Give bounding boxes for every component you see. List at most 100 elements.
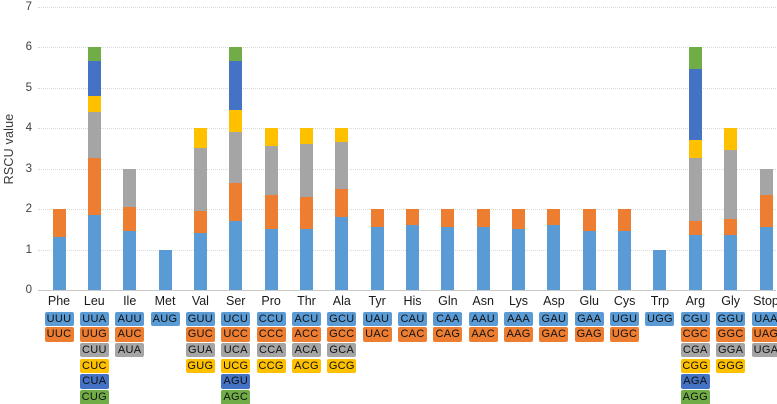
- codon-key-CAC: CAC: [398, 327, 427, 342]
- bar-segment-Thr-ACG: [299, 128, 313, 145]
- bar-segment-Leu-CUU: [87, 111, 101, 159]
- codon-key-GAA: GAA: [574, 311, 604, 326]
- bar-segment-Ala-GCC: [335, 188, 349, 218]
- gridline-y-4: [38, 128, 776, 129]
- bar-segment-Val-GUC: [193, 211, 207, 234]
- codon-key-GAU: GAU: [539, 311, 569, 326]
- bar-segment-Arg-CGC: [688, 221, 702, 236]
- bar-segment-Val-GUG: [193, 128, 207, 149]
- bar-segment-Ser-UCU: [229, 221, 243, 290]
- x-tick-label-His: His: [403, 294, 422, 308]
- bar-segment-Glu-GAA: [582, 231, 596, 290]
- codon-key-CUA: CUA: [79, 374, 109, 389]
- codon-key-UAA: UAA: [751, 311, 777, 326]
- bar-segment-Thr-ACA: [299, 144, 313, 197]
- x-tick-label-Arg: Arg: [685, 294, 706, 308]
- codon-key-AAC: AAC: [468, 327, 498, 342]
- codon-key-CUC: CUC: [79, 358, 109, 374]
- x-tick-label-Ser: Ser: [226, 294, 246, 308]
- codon-key-UUC: UUC: [44, 327, 74, 342]
- codon-key-GCU: GCU: [327, 311, 357, 326]
- codon-key-ACC: ACC: [291, 327, 321, 342]
- codon-key-UCC: UCC: [221, 327, 251, 342]
- gridline-y-3: [38, 168, 776, 170]
- x-tick-label-Gln: Gln: [438, 294, 458, 308]
- codon-key-GUA: GUA: [185, 342, 215, 358]
- codon-key-CGA: CGA: [680, 342, 710, 358]
- codon-key-UCG: UCG: [221, 358, 251, 374]
- codon-key-UGG: UGG: [645, 311, 675, 326]
- bar-segment-Gly-GGG: [724, 128, 738, 151]
- codon-key-CCG: CCG: [256, 358, 286, 374]
- bar-segment-Pro-CCG: [264, 128, 278, 147]
- bar-segment-Gly-GGC: [724, 219, 738, 236]
- x-tick-label-Phe: Phe: [47, 294, 71, 308]
- bar-segment-Phe-UUU: [52, 237, 66, 290]
- bar-segment-His-CAU: [406, 225, 419, 290]
- gridline-y-7: [38, 6, 776, 8]
- bar-segment-Asp-GAU: [547, 225, 561, 290]
- bar-segment-Ser-UCG: [229, 109, 243, 133]
- x-tick-label-Asn: Asn: [472, 294, 494, 308]
- codon-key-UGA: UGA: [751, 342, 777, 358]
- bar-segment-Ser-UCC: [229, 182, 243, 222]
- bar-segment-Ser-UCA: [229, 132, 243, 183]
- bar-segment-Glu-GAG: [582, 209, 596, 232]
- bar-segment-Gln-CAA: [441, 227, 455, 290]
- codon-key-UUA: UUA: [79, 311, 109, 326]
- codon-key-UAU: UAU: [362, 311, 392, 326]
- y-tick-label: 1: [25, 243, 32, 256]
- codon-key-UCU: UCU: [221, 311, 251, 326]
- codon-key-GUC: GUC: [185, 327, 215, 342]
- codon-key-UAC: UAC: [362, 327, 392, 342]
- codon-key-AUA: AUA: [115, 342, 145, 358]
- codon-key-GUU: GUU: [185, 311, 215, 326]
- y-axis-title: RSCU value: [2, 113, 16, 185]
- x-tick-label-Met: Met: [154, 294, 176, 308]
- bar-segment-Leu-CUG: [87, 47, 101, 62]
- codon-key-AAA: AAA: [504, 311, 534, 326]
- codon-key-GGG: GGG: [716, 358, 746, 374]
- codon-key-ACU: ACU: [291, 311, 321, 326]
- codon-key-CAU: CAU: [398, 311, 427, 326]
- bar-segment-Leu-UUA: [87, 215, 101, 290]
- codon-key-GCA: GCA: [327, 342, 357, 358]
- codon-key-UCA: UCA: [221, 342, 251, 358]
- codon-key-AAG: AAG: [504, 327, 534, 342]
- codon-key-GUG: GUG: [185, 358, 215, 374]
- bar-segment-Ile-AUA: [123, 168, 137, 207]
- x-tick-label-Trp: Trp: [650, 294, 670, 308]
- y-tick-label: 0: [25, 284, 32, 296]
- bar-segment-Pro-CCU: [264, 229, 278, 290]
- codon-key-GAC: GAC: [539, 327, 569, 342]
- x-tick-label-Pro: Pro: [261, 294, 281, 308]
- bar-segment-Gln-CAG: [441, 209, 455, 228]
- x-tick-label-Ala: Ala: [332, 294, 351, 308]
- bar-segment-Gly-GGA: [724, 150, 738, 220]
- bar-segment-Stop-UAG: [759, 194, 773, 228]
- bar-segment-Met-AUG: [158, 249, 172, 290]
- codon-key-AAU: AAU: [468, 311, 498, 326]
- bar-segment-Stop-UGA: [759, 168, 773, 195]
- bar-segment-Ala-GCG: [335, 128, 349, 143]
- y-tick-label: 6: [25, 41, 32, 53]
- bar-segment-Asn-AAC: [476, 209, 490, 228]
- codon-key-AGU: AGU: [221, 374, 251, 389]
- codon-key-CGG: CGG: [680, 358, 710, 374]
- bar-segment-Ser-AGU: [229, 61, 243, 110]
- bar-segment-Leu-CUC: [87, 95, 101, 112]
- bar-segment-Lys-AAG: [512, 209, 526, 230]
- bar-segment-Thr-ACC: [299, 196, 313, 230]
- bar-segment-Arg-AGG: [688, 47, 702, 70]
- codon-key-CCC: CCC: [256, 327, 286, 342]
- x-tick-label-Thr: Thr: [297, 294, 316, 308]
- bar-segment-Asp-GAC: [547, 209, 561, 226]
- codon-key-UUU: UUU: [44, 311, 74, 326]
- codon-key-ACA: ACA: [291, 342, 321, 358]
- bar-segment-Ala-GCU: [335, 217, 349, 290]
- x-tick-label-Tyr: Tyr: [368, 294, 386, 308]
- bar-segment-Asn-AAU: [476, 227, 490, 290]
- codon-key-GCC: GCC: [327, 327, 357, 342]
- x-tick-label-Glu: Glu: [579, 294, 599, 308]
- bar-segment-Lys-AAA: [512, 229, 526, 290]
